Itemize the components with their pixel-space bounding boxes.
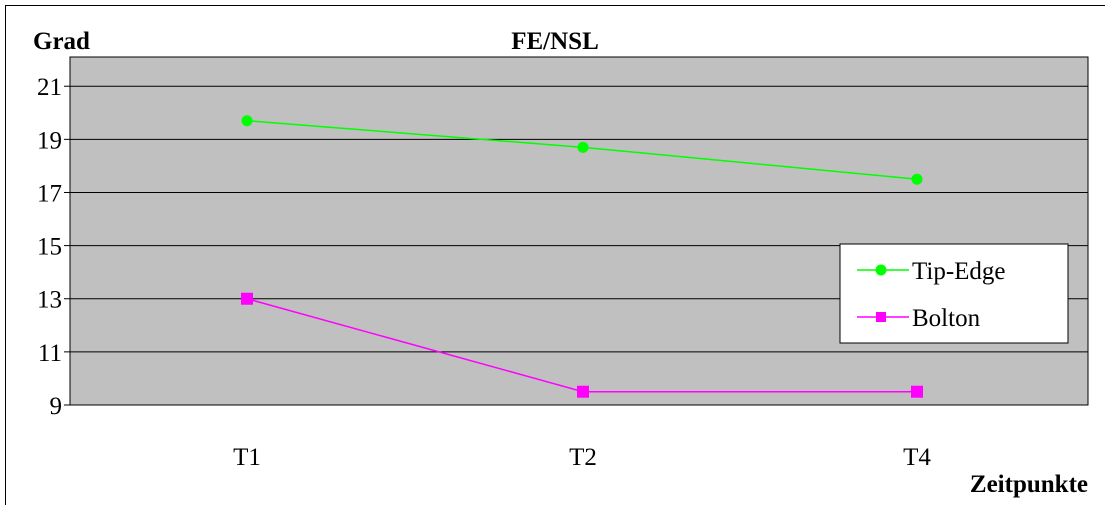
y-tick-label-15: 15 [37,234,62,261]
x-tick-labels: T1 T2 T4 [233,444,931,471]
x-axis-label: Zeitpunkte [970,471,1088,498]
y-tick-label-17: 17 [37,180,62,207]
series-layer [241,115,923,398]
x-tick-label-T2: T2 [569,444,597,471]
chart-frame [5,5,1105,505]
legend-label-bolton: Bolton [912,305,981,332]
y-tick-label-11: 11 [38,340,62,367]
legend-marker-bolton [876,312,886,322]
y-axis-label: Grad [33,28,90,55]
data-point-bolton-T1 [241,292,253,305]
y-tick-label-21: 21 [37,74,62,101]
chart-title: FE/NSL [511,28,599,55]
plot-area [69,56,1089,406]
y-tick-labels: 9 11 13 15 17 19 21 [37,74,70,420]
x-tick-label-T4: T4 [903,444,931,471]
y-tick-label-13: 13 [37,287,62,314]
legend-label-tip-edge: Tip-Edge [912,258,1006,285]
x-tick-label-T1: T1 [233,444,261,471]
data-point-bolton-T2 [577,385,589,398]
legend-box [839,243,1069,344]
y-tick-label-9: 9 [50,393,63,420]
data-point-bolton-T4 [911,385,923,398]
data-point-tip-edge-T4 [911,173,923,185]
data-point-tip-edge-T2 [577,141,589,153]
legend: Tip-Edge Bolton [839,243,1069,344]
data-point-tip-edge-T1 [241,115,253,127]
legend-marker-tip-edge [875,264,887,276]
y-tick-label-19: 19 [37,127,62,154]
